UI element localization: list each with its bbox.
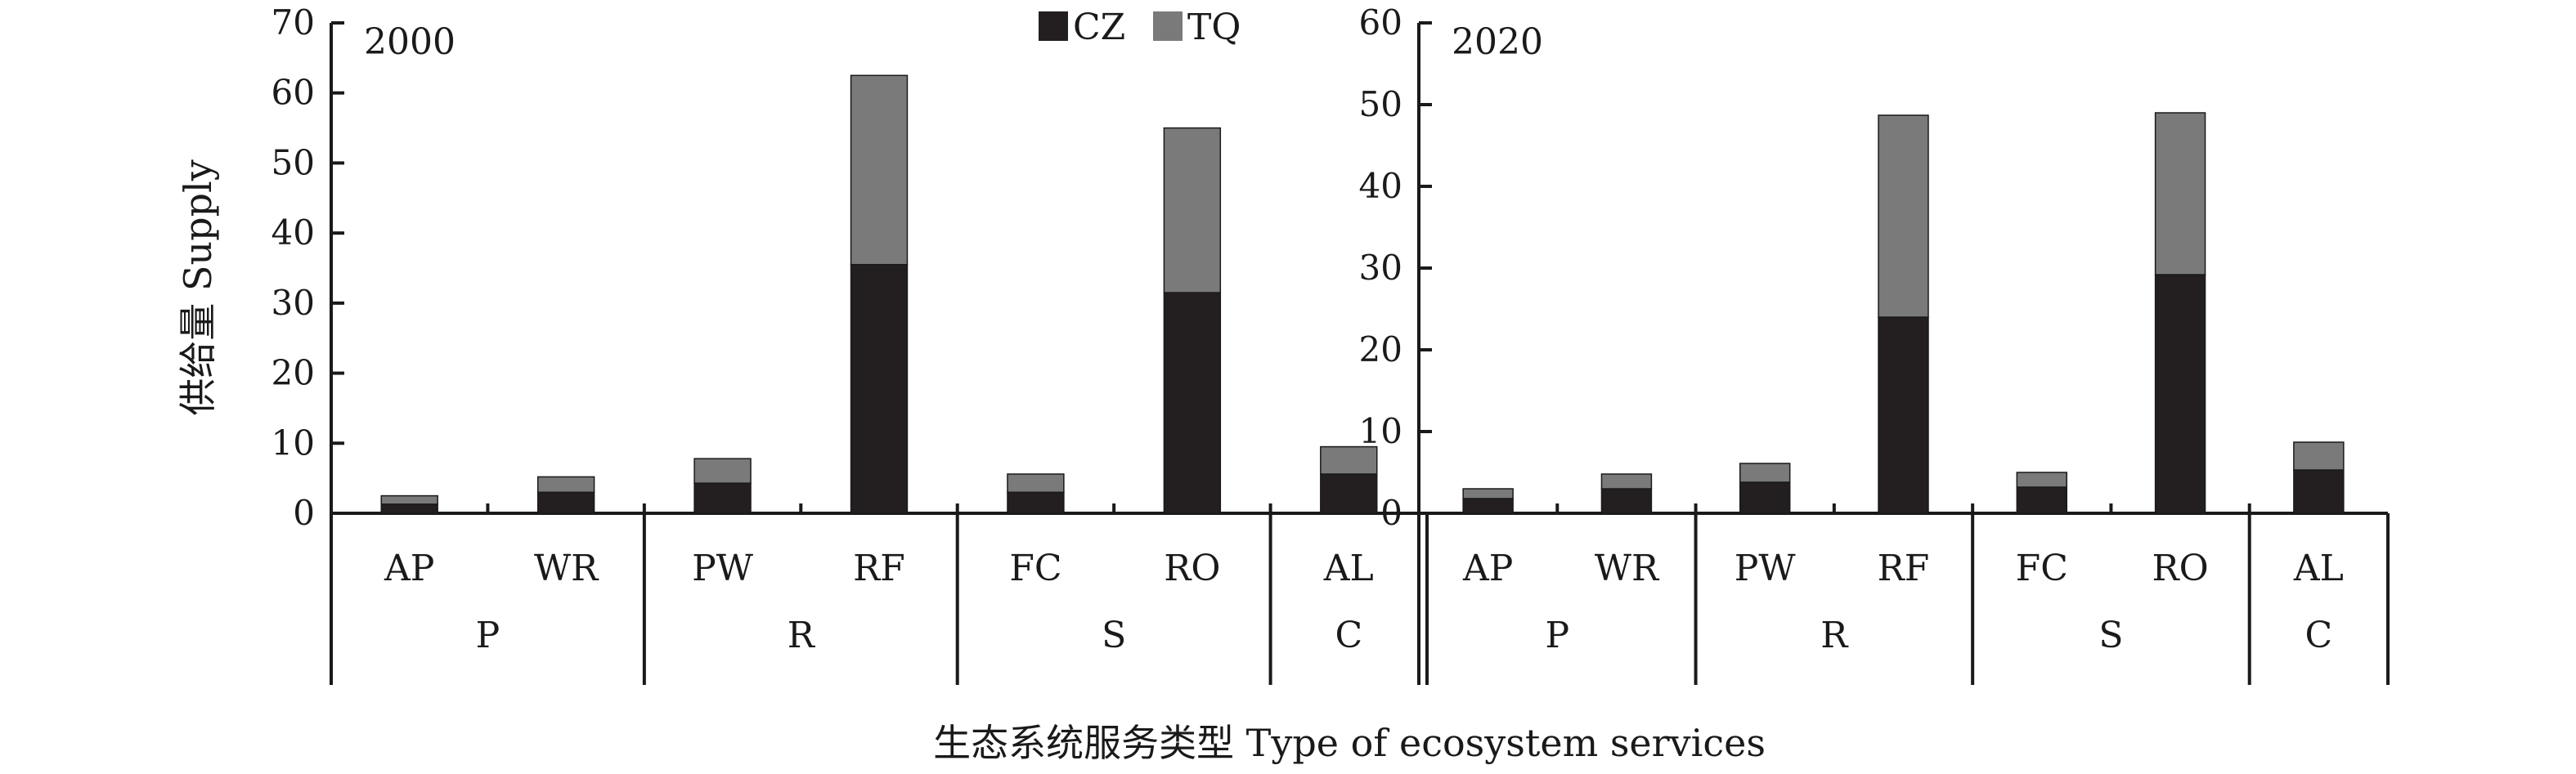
- group-label-s: S: [1102, 615, 1126, 656]
- category-label-wr: WR: [1595, 548, 1660, 589]
- y-tick-label: 0: [1380, 493, 1402, 533]
- bar-ro-tq: [1163, 127, 1222, 293]
- bar-rf-tq: [850, 74, 909, 266]
- bar-ro-tq: [2154, 112, 2206, 275]
- category-label-al: AL: [1323, 548, 1374, 589]
- legend-label-cz: CZ: [1073, 7, 1125, 48]
- panel-title: 2020: [1452, 21, 1543, 63]
- bar-ro-cz: [2154, 274, 2206, 514]
- category-label-fc: FC: [1009, 548, 1061, 589]
- bar-ap-cz: [380, 503, 438, 514]
- bar-al-tq: [1320, 445, 1378, 475]
- category-label-ap: AP: [1462, 548, 1513, 589]
- y-axis-title: 供给量 Supply: [176, 159, 220, 415]
- category-label-pw: PW: [692, 548, 754, 589]
- y-tick-label: 20: [272, 353, 315, 393]
- bar-fc-tq: [2016, 472, 2068, 488]
- x-axis-title: 生态系统服务类型 Type of ecosystem services: [933, 721, 1766, 765]
- group-label-p: P: [476, 615, 500, 656]
- bar-fc-tq: [1007, 473, 1065, 494]
- panel-title: 2000: [364, 21, 456, 63]
- bar-ap-tq: [1462, 488, 1514, 499]
- bar-al-cz: [2293, 469, 2345, 514]
- category-label-wr: WR: [534, 548, 599, 589]
- bar-rf-cz: [850, 263, 909, 514]
- y-tick-label: 10: [1359, 411, 1402, 451]
- legend-swatch-cz: [1039, 11, 1068, 41]
- bar-wr-tq: [536, 476, 595, 494]
- y-tick-label: 0: [293, 493, 315, 533]
- y-tick-label: 30: [1359, 248, 1402, 288]
- group-label-c: C: [1335, 615, 1362, 656]
- legend-swatch-tq: [1153, 11, 1183, 41]
- group-label-p: P: [1545, 615, 1569, 656]
- group-label-s: S: [2098, 615, 2123, 656]
- y-tick-label: 50: [272, 142, 315, 182]
- y-tick-label: 20: [1359, 329, 1402, 369]
- bar-ap-cz: [1462, 498, 1514, 514]
- bar-rf-tq: [1878, 114, 1929, 318]
- legend: CZ TQ: [1039, 7, 1241, 48]
- y-tick-label: 70: [272, 2, 315, 43]
- y-tick-label: 50: [1359, 84, 1402, 124]
- bar-al-tq: [2293, 441, 2345, 471]
- category-label-ap: AP: [384, 548, 434, 589]
- bar-al-cz: [1320, 473, 1378, 514]
- legend-label-tq: TQ: [1187, 7, 1241, 48]
- y-tick-label: 10: [272, 423, 315, 463]
- group-label-r: R: [788, 615, 816, 656]
- bar-fc-cz: [1007, 491, 1065, 514]
- category-label-rf: RF: [853, 548, 905, 589]
- category-label-rf: RF: [1878, 548, 1930, 589]
- y-tick-label: 30: [272, 283, 315, 323]
- y-tick-label: 40: [272, 213, 315, 253]
- bar-wr-tq: [1600, 473, 1653, 490]
- bar-ro-cz: [1163, 292, 1222, 514]
- panel-2000: 0 10 20 30 40 50 60 70 2000 AP WR PW RF FC RO AL P R S C: [272, 2, 1429, 685]
- bar-wr-cz: [1600, 488, 1653, 514]
- y-tick-label: 60: [1359, 2, 1402, 43]
- bar-wr-cz: [536, 491, 595, 514]
- category-label-al: AL: [2293, 548, 2344, 589]
- y-tick-label: 60: [272, 73, 315, 113]
- bar-rf-cz: [1878, 316, 1929, 514]
- group-label-r: R: [1820, 615, 1849, 656]
- bar-pw-tq: [1739, 463, 1791, 483]
- bar-pw-cz: [1739, 481, 1791, 514]
- bar-pw-tq: [693, 458, 752, 484]
- category-label-ro: RO: [1164, 548, 1220, 589]
- bar-ap-tq: [380, 494, 438, 505]
- bar-fc-cz: [2016, 486, 2068, 514]
- y-tick-label: 40: [1359, 166, 1402, 206]
- category-label-pw: PW: [1735, 548, 1797, 589]
- group-label-c: C: [2305, 615, 2333, 656]
- category-label-ro: RO: [2152, 548, 2208, 589]
- panel-2020: 0 10 20 30 40 50 60 2020 AP WR PW RF FC RO AL P R S C: [1359, 2, 2390, 685]
- bar-pw-cz: [693, 482, 752, 514]
- category-label-fc: FC: [2016, 548, 2068, 589]
